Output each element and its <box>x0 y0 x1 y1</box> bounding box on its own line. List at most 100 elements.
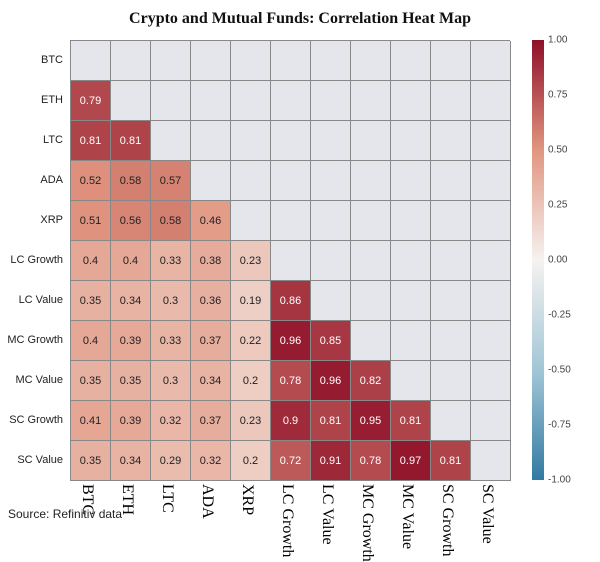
heatmap-cell <box>351 201 391 241</box>
heatmap-cell: 0.3 <box>151 361 191 401</box>
heatmap-cell <box>391 41 431 81</box>
y-axis-label: LC Growth <box>0 240 68 280</box>
heatmap-cell <box>231 121 271 161</box>
heatmap-cell <box>471 121 511 161</box>
heatmap-cell: 0.2 <box>231 361 271 401</box>
heatmap-cell <box>431 281 471 321</box>
heatmap-cell: 0.39 <box>111 321 151 361</box>
heatmap-cell <box>391 81 431 121</box>
heatmap-cell <box>231 81 271 121</box>
heatmap-cell: 0.81 <box>71 121 111 161</box>
heatmap-cell: 0.52 <box>71 161 111 201</box>
heatmap-cell <box>191 161 231 201</box>
heatmap-cell: 0.91 <box>311 441 351 481</box>
heatmap-cell <box>271 241 311 281</box>
y-axis-label: LC Value <box>0 280 68 320</box>
heatmap-cell: 0.81 <box>111 121 151 161</box>
x-axis-label: SC Value <box>470 480 510 520</box>
heatmap-cell <box>311 241 351 281</box>
heatmap-cell: 0.32 <box>151 401 191 441</box>
heatmap-cell <box>391 281 431 321</box>
heatmap-cell <box>191 41 231 81</box>
heatmap-cell: 0.35 <box>111 361 151 401</box>
heatmap-cell <box>191 81 231 121</box>
heatmap-cell: 0.56 <box>111 201 151 241</box>
heatmap-cell: 0.22 <box>231 321 271 361</box>
colorbar-tick: -0.75 <box>548 420 571 431</box>
heatmap-cell: 0.81 <box>391 401 431 441</box>
heatmap-cell <box>351 81 391 121</box>
heatmap-cell: 0.41 <box>71 401 111 441</box>
heatmap-cell <box>431 361 471 401</box>
heatmap-cell <box>471 321 511 361</box>
heatmap-cell: 0.35 <box>71 441 111 481</box>
heatmap-cell <box>431 321 471 361</box>
heatmap-cell <box>471 401 511 441</box>
heatmap-cell <box>311 201 351 241</box>
heatmap-cell: 0.51 <box>71 201 111 241</box>
heatmap-cell <box>151 41 191 81</box>
y-axis-label: XRP <box>0 200 68 240</box>
heatmap-cell: 0.78 <box>351 441 391 481</box>
heatmap-cell: 0.23 <box>231 241 271 281</box>
heatmap-cell <box>391 121 431 161</box>
heatmap-cell <box>311 41 351 81</box>
heatmap-cell: 0.85 <box>311 321 351 361</box>
heatmap-cell: 0.33 <box>151 321 191 361</box>
heatmap-cell <box>351 321 391 361</box>
heatmap-cell: 0.96 <box>311 361 351 401</box>
heatmap-cell: 0.33 <box>151 241 191 281</box>
heatmap-cell: 0.32 <box>191 441 231 481</box>
heatmap-cell: 0.72 <box>271 441 311 481</box>
heatmap-cell <box>431 121 471 161</box>
heatmap-cell <box>311 161 351 201</box>
heatmap-cell: 0.57 <box>151 161 191 201</box>
x-axis-label: LC Value <box>310 480 350 520</box>
heatmap-cell <box>311 121 351 161</box>
heatmap-cell <box>391 161 431 201</box>
heatmap-cell: 0.82 <box>351 361 391 401</box>
heatmap-cell: 0.95 <box>351 401 391 441</box>
heatmap-cell <box>431 241 471 281</box>
colorbar-gradient <box>532 40 544 480</box>
heatmap-cell <box>391 321 431 361</box>
heatmap-cell <box>151 81 191 121</box>
heatmap-cell <box>151 121 191 161</box>
source-credit: Source: Refinitiv data <box>8 507 122 521</box>
heatmap-cell: 0.23 <box>231 401 271 441</box>
heatmap-cell: 0.2 <box>231 441 271 481</box>
heatmap-cell <box>391 201 431 241</box>
heatmap-cell <box>111 81 151 121</box>
heatmap-cell: 0.38 <box>191 241 231 281</box>
chart-title: Crypto and Mutual Funds: Correlation Hea… <box>0 0 600 32</box>
heatmap-cell <box>471 241 511 281</box>
x-axis-label: XRP <box>230 480 270 520</box>
heatmap-cell <box>311 281 351 321</box>
x-axis-label: LTC <box>150 480 190 520</box>
heatmap-cell: 0.46 <box>191 201 231 241</box>
x-axis-label: MC Value <box>390 480 430 520</box>
heatmap-cell: 0.39 <box>111 401 151 441</box>
y-axis-label: MC Value <box>0 360 68 400</box>
x-axis-label: SC Growth <box>430 480 470 520</box>
heatmap-cell <box>351 281 391 321</box>
y-axis-labels: BTCETHLTCADAXRPLC GrowthLC ValueMC Growt… <box>0 40 68 480</box>
colorbar-tick: -1.00 <box>548 475 571 486</box>
heatmap-cell <box>311 81 351 121</box>
y-axis-label: SC Growth <box>0 400 68 440</box>
heatmap-cell: 0.34 <box>111 281 151 321</box>
y-axis-label: ETH <box>0 80 68 120</box>
heatmap-cell <box>231 41 271 81</box>
colorbar-tick: 0.75 <box>548 90 567 101</box>
heatmap-cell: 0.81 <box>311 401 351 441</box>
heatmap-cell: 0.86 <box>271 281 311 321</box>
heatmap-cell <box>351 41 391 81</box>
heatmap-cell <box>271 41 311 81</box>
y-axis-label: MC Growth <box>0 320 68 360</box>
heatmap-cell: 0.35 <box>71 361 111 401</box>
heatmap-cell <box>431 161 471 201</box>
heatmap-cell <box>111 41 151 81</box>
x-axis-label: MC Growth <box>350 480 390 520</box>
colorbar-tick: 0.25 <box>548 200 567 211</box>
heatmap-cell <box>231 161 271 201</box>
